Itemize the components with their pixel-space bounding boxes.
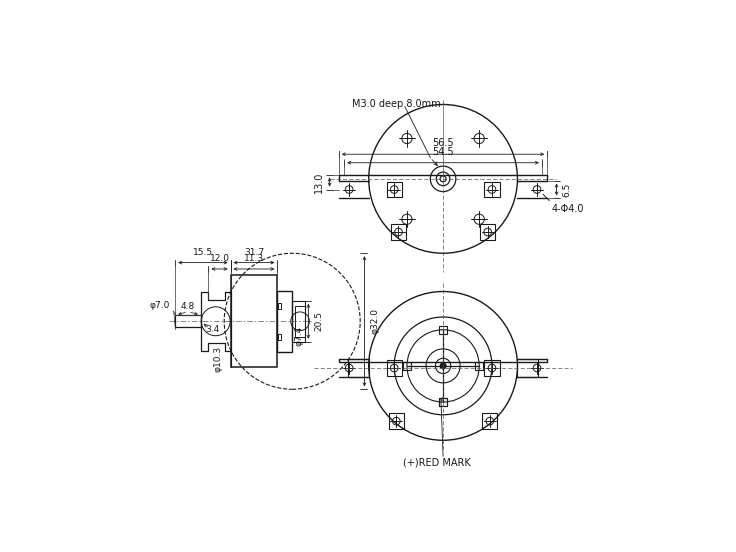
Text: 3.4: 3.4 — [205, 325, 219, 335]
Text: (+)RED MARK: (+)RED MARK — [403, 457, 470, 468]
Text: 56.5: 56.5 — [432, 138, 454, 148]
Bar — [278, 303, 281, 309]
Bar — [348, 359, 369, 377]
Text: φ7.0: φ7.0 — [150, 301, 170, 310]
Text: φ32.0: φ32.0 — [370, 308, 379, 335]
Bar — [391, 224, 406, 240]
Bar — [386, 360, 402, 376]
Text: 12.0: 12.0 — [210, 254, 230, 263]
Bar — [386, 182, 402, 197]
Bar — [295, 306, 305, 337]
Bar — [403, 362, 411, 370]
Bar — [475, 362, 483, 370]
Text: φ10.3: φ10.3 — [213, 346, 222, 372]
Text: 20.5: 20.5 — [314, 311, 323, 331]
Bar — [482, 413, 498, 429]
Text: M3.0 deep 8.0mm: M3.0 deep 8.0mm — [352, 99, 440, 109]
Bar — [484, 360, 500, 376]
Bar — [439, 326, 447, 333]
Text: 13.0: 13.0 — [314, 171, 324, 193]
Bar — [484, 182, 500, 197]
Bar — [292, 301, 305, 342]
Bar — [278, 333, 281, 339]
Bar — [439, 398, 447, 406]
Bar — [277, 291, 292, 352]
Bar — [480, 224, 495, 240]
Text: 4-Φ4.0: 4-Φ4.0 — [551, 204, 584, 214]
Bar — [175, 315, 201, 327]
Text: φ7.4: φ7.4 — [294, 326, 304, 346]
Text: 6.5: 6.5 — [562, 182, 572, 197]
Bar — [517, 359, 538, 377]
Circle shape — [440, 363, 446, 369]
Text: 31.7: 31.7 — [244, 248, 264, 257]
Text: 15.5: 15.5 — [193, 248, 213, 257]
Text: 54.5: 54.5 — [432, 147, 454, 157]
Bar — [230, 275, 277, 367]
Bar — [389, 413, 404, 429]
Text: 11.3: 11.3 — [244, 254, 264, 263]
Bar — [439, 398, 447, 406]
Text: 4.8: 4.8 — [181, 302, 195, 311]
